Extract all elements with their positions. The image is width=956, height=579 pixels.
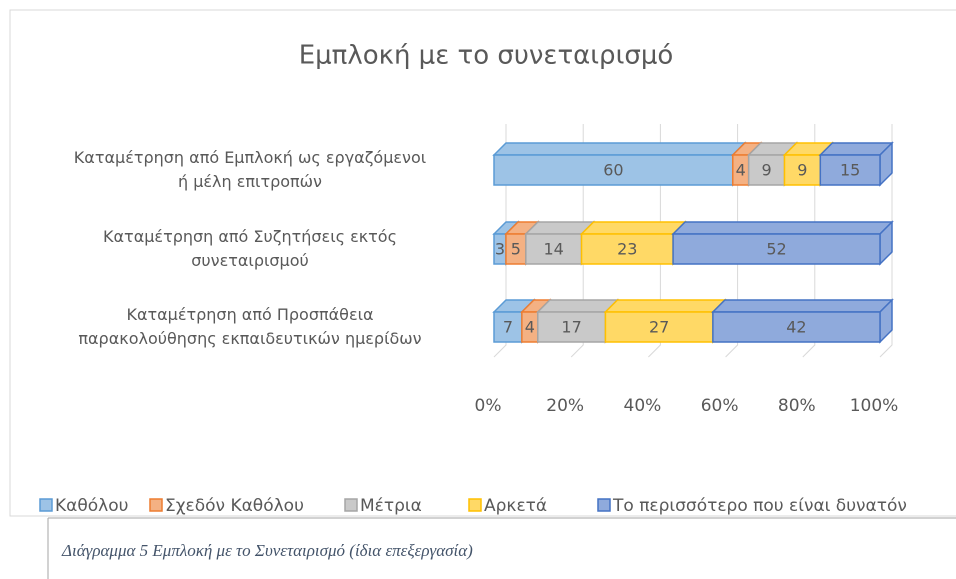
bar-top bbox=[535, 299, 620, 313]
legend-label: Το περισσότερο που είναι δυνατόν bbox=[612, 496, 907, 516]
x-tick-label: 20% bbox=[546, 396, 584, 416]
bar bbox=[672, 233, 881, 265]
legend-swatch bbox=[149, 498, 163, 512]
y-tick-label: Καταμέτρηση από Συζητήσεις εκτός συνεται… bbox=[103, 227, 397, 270]
bar bbox=[537, 311, 607, 343]
grid-line bbox=[725, 124, 739, 358]
data-label: 60 bbox=[603, 161, 623, 180]
data-label: 9 bbox=[797, 161, 807, 180]
chart-title: Εμπλοκή με το συνεταιρισμό bbox=[299, 41, 674, 71]
x-tick-label: 0% bbox=[475, 396, 502, 416]
grid-line bbox=[879, 124, 893, 358]
legend-label: Καθόλου bbox=[55, 496, 128, 516]
legend-label: Σχεδόν Καθόλου bbox=[165, 496, 304, 516]
legend-swatch bbox=[344, 498, 358, 512]
bar-top bbox=[579, 221, 687, 235]
data-label: 17 bbox=[561, 318, 581, 337]
bar-top bbox=[603, 299, 727, 313]
data-label: 52 bbox=[766, 240, 786, 259]
data-label: 4 bbox=[525, 318, 535, 337]
data-label: 27 bbox=[649, 318, 669, 337]
data-label: 15 bbox=[840, 161, 860, 180]
y-tick-label: Καταμέτρηση από Εμπλοκή ως εργαζόμενοι ή… bbox=[73, 148, 427, 191]
bar-top bbox=[711, 299, 894, 313]
x-tick-label: 60% bbox=[701, 396, 739, 416]
grid-line bbox=[570, 124, 584, 358]
data-label: 23 bbox=[617, 240, 637, 259]
legend-label: Αρκετά bbox=[484, 496, 547, 516]
data-label: 3 bbox=[495, 240, 505, 259]
bar-top bbox=[671, 221, 894, 235]
data-label: 14 bbox=[544, 240, 564, 259]
x-tick-label: 40% bbox=[624, 396, 662, 416]
grid-line bbox=[802, 124, 816, 358]
data-label: 4 bbox=[736, 161, 746, 180]
legend-swatch bbox=[468, 498, 482, 512]
bar-top bbox=[492, 142, 747, 156]
x-tick-label: 100% bbox=[850, 396, 899, 416]
caption: Διάγραμμα 5 Εμπλοκή με το Συνεταιρισμό (… bbox=[62, 541, 473, 560]
data-label: 7 bbox=[503, 318, 513, 337]
legend-swatch bbox=[39, 498, 53, 512]
legend-swatch bbox=[597, 498, 611, 512]
bar bbox=[819, 154, 881, 186]
y-tick-label: Καταμέτρηση από Προσπάθεια παρακολούθηση… bbox=[78, 305, 422, 348]
chart-border bbox=[9, 9, 956, 517]
bar bbox=[580, 233, 674, 265]
legend-label: Μέτρια bbox=[360, 496, 422, 516]
x-tick-label: 80% bbox=[778, 396, 816, 416]
bar bbox=[712, 311, 881, 343]
bar bbox=[604, 311, 714, 343]
data-label: 5 bbox=[511, 240, 521, 259]
bar bbox=[525, 233, 583, 265]
data-label: 9 bbox=[761, 161, 771, 180]
grid-line bbox=[493, 124, 507, 358]
bar bbox=[493, 154, 734, 186]
data-label: 42 bbox=[786, 318, 806, 337]
grid-line bbox=[648, 124, 661, 358]
